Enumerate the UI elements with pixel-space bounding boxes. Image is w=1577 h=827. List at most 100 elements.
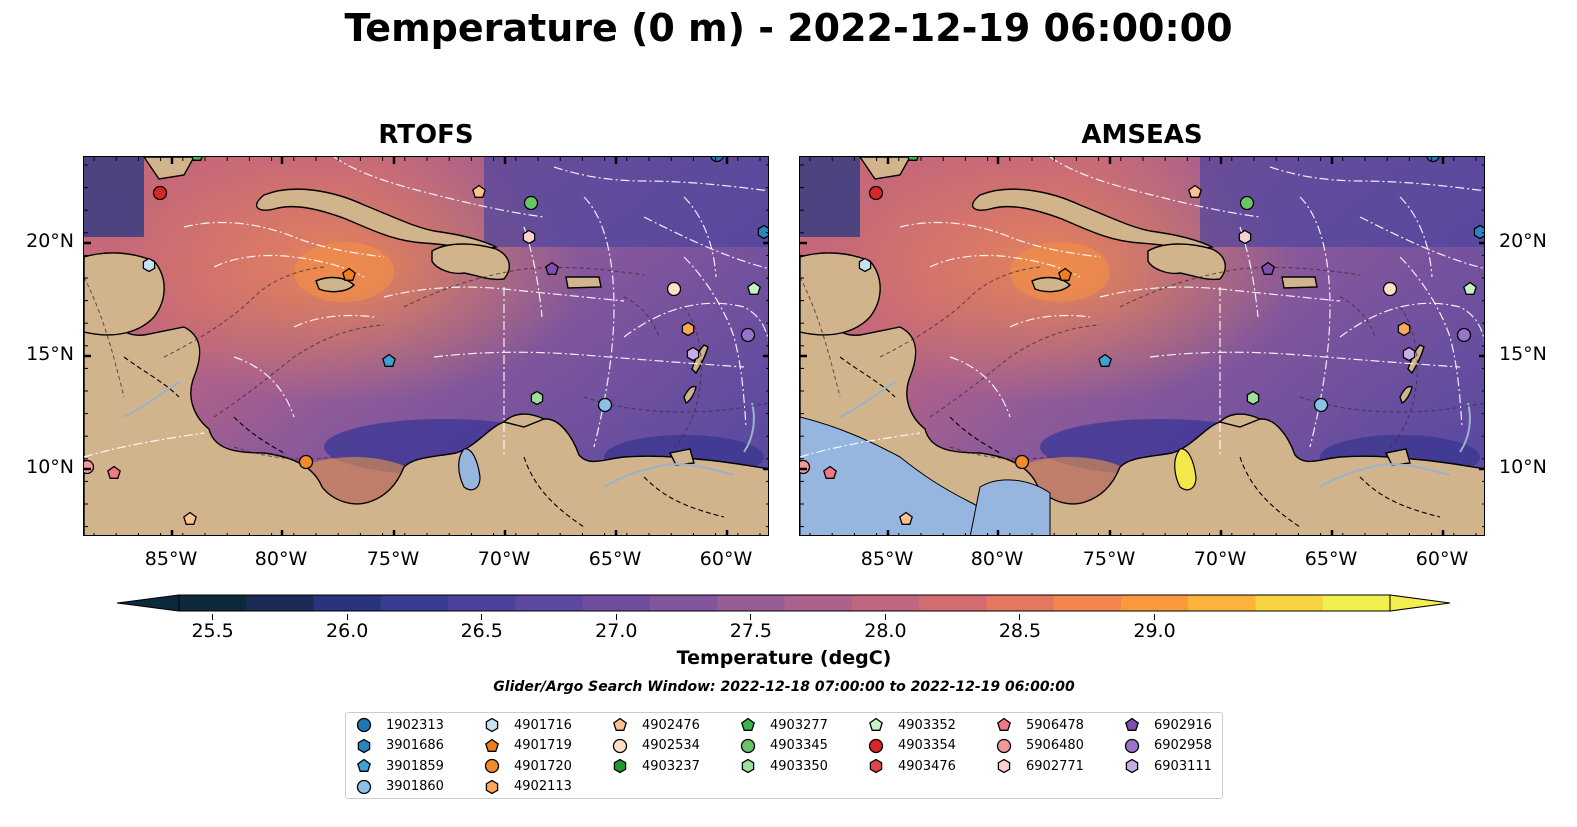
- float-marker-4903350: [530, 390, 544, 406]
- legend-marker-hexagon: [997, 758, 1011, 774]
- legend-item-3901860: 3901860: [356, 778, 444, 796]
- float-marker-4901719: [1058, 267, 1072, 281]
- legend-marker-pentagon: [741, 717, 755, 731]
- float-marker-3901686: [757, 224, 768, 240]
- legend-marker-circle: [868, 738, 884, 753]
- colorbar-segment: [986, 595, 1055, 611]
- colorbar-tick-mark: [884, 614, 886, 620]
- colorbar-tick-label: 26.5: [460, 620, 503, 642]
- colorbar-segment: [313, 595, 382, 611]
- float-marker-4903345: [523, 195, 539, 211]
- legend-label: 4901716: [514, 717, 572, 733]
- lat-label: 15°N: [1499, 343, 1547, 365]
- legend-item-4903237: 4903237: [612, 757, 700, 775]
- float-marker-5906480: [84, 459, 95, 475]
- legend-label: 6903111: [1154, 758, 1212, 774]
- float-marker-4903354: [152, 185, 168, 201]
- float-marker-4902113: [681, 321, 695, 337]
- legend-marker-hexagon: [485, 779, 499, 794]
- legend-item-5906478: 5906478: [996, 716, 1084, 734]
- colorbar-extend-max: [1389, 594, 1451, 612]
- colorbar-tick-mark: [346, 614, 348, 620]
- colorbar-label: Temperature (degC): [676, 647, 892, 669]
- float-marker-3901860: [597, 397, 613, 413]
- legend-marker-circle: [484, 758, 500, 774]
- float-marker-6903111: [686, 346, 700, 362]
- colorbar-segment: [515, 595, 584, 611]
- float-marker-6902771: [1238, 229, 1252, 245]
- float-marker-3901859: [1098, 353, 1112, 367]
- float-marker-6902958: [740, 327, 756, 343]
- search-window-text: Glider/Argo Search Window: 2022-12-18 07…: [493, 679, 1075, 695]
- float-marker-3901686: [1473, 224, 1484, 240]
- float-marker-4901716: [142, 257, 156, 273]
- float-marker-6902958: [1456, 327, 1472, 343]
- legend-label: 4902534: [642, 738, 700, 753]
- colorbar-tick-mark: [750, 614, 752, 620]
- legend-label: 4903352: [898, 717, 956, 733]
- float-legend: 1902313 3901686 3901859 3901860 4901716 49017…: [345, 712, 1223, 799]
- lat-label: 10°N: [1499, 456, 1547, 478]
- legend-label: 4903237: [642, 758, 700, 774]
- lon-label: 75°W: [366, 548, 420, 570]
- colorbar-segment: [919, 595, 987, 611]
- legend-marker-circle: [1124, 738, 1140, 753]
- legend-label: 4902113: [514, 779, 572, 794]
- colorbar-segment: [1188, 595, 1257, 611]
- legend-label: 3901686: [386, 738, 444, 753]
- colorbar-tick-label: 29.0: [1133, 620, 1176, 642]
- colorbar-tick-mark: [212, 614, 214, 620]
- lon-label: 65°W: [588, 548, 642, 570]
- float-marker-4903354: [868, 185, 884, 201]
- legend-label: 6902771: [1026, 758, 1084, 774]
- legend-label: 4903345: [770, 738, 828, 753]
- legend-item-4901720: 4901720: [484, 757, 572, 775]
- float-marker-4903352: [1463, 281, 1477, 295]
- float-marker-5906478: [823, 465, 837, 479]
- legend-marker-hexagon: [869, 758, 883, 774]
- legend-item-4901716: 4901716: [484, 716, 572, 734]
- legend-label: 6902958: [1154, 738, 1212, 753]
- float-marker-4902476: [183, 511, 197, 525]
- legend-marker-circle: [356, 779, 372, 794]
- lon-label: 60°W: [1415, 548, 1469, 570]
- legend-item-4903354: 4903354: [868, 737, 956, 755]
- float-marker-5906478: [107, 465, 121, 479]
- amseas-title: AMSEAS: [1081, 120, 1203, 150]
- lon-label: 75°W: [1082, 548, 1136, 570]
- colorbar-segment: [1255, 595, 1324, 611]
- colorbar-segment: [582, 595, 651, 611]
- lon-label: 80°W: [254, 548, 308, 570]
- legend-marker-circle: [740, 738, 756, 753]
- legend-item-6902771: 6902771: [996, 757, 1084, 775]
- legend-label: 4902476: [642, 717, 700, 733]
- legend-label: 3901859: [386, 758, 444, 774]
- float-marker-1902313: [710, 157, 724, 163]
- legend-label: 4903350: [770, 758, 828, 774]
- legend-item-4903476: 4903476: [868, 757, 956, 775]
- colorbar-tick-label: 28.5: [998, 620, 1042, 642]
- legend-marker-pentagon: [869, 717, 883, 731]
- amseas-map[interactable]: [799, 156, 1485, 536]
- float-marker-4902534: [666, 281, 682, 297]
- legend-item-1902313: 1902313: [356, 716, 444, 734]
- legend-marker-pentagon: [613, 717, 627, 731]
- float-marker-4902476: [472, 184, 486, 198]
- colorbar-tick-label: 26.0: [326, 620, 369, 642]
- lat-label: 20°N: [1499, 230, 1547, 252]
- float-marker-4903277: [907, 157, 919, 161]
- legend-marker-circle: [612, 738, 628, 753]
- legend-marker-pentagon: [357, 758, 371, 772]
- lon-label: 65°W: [1304, 548, 1358, 570]
- lon-label: 85°W: [860, 548, 914, 570]
- colorbar-tick-label: 27.0: [595, 620, 638, 642]
- float-marker-4902476: [1188, 184, 1202, 198]
- legend-label: 1902313: [386, 717, 444, 733]
- colorbar-segment: [1053, 595, 1122, 611]
- legend-label: 5906478: [1026, 717, 1084, 733]
- legend-item-4903277: 4903277: [740, 716, 828, 734]
- rtofs-title: RTOFS: [378, 120, 474, 150]
- rtofs-map[interactable]: [83, 156, 769, 536]
- float-marker-6903111: [1402, 346, 1416, 362]
- legend-item-4902113: 4902113: [484, 778, 572, 796]
